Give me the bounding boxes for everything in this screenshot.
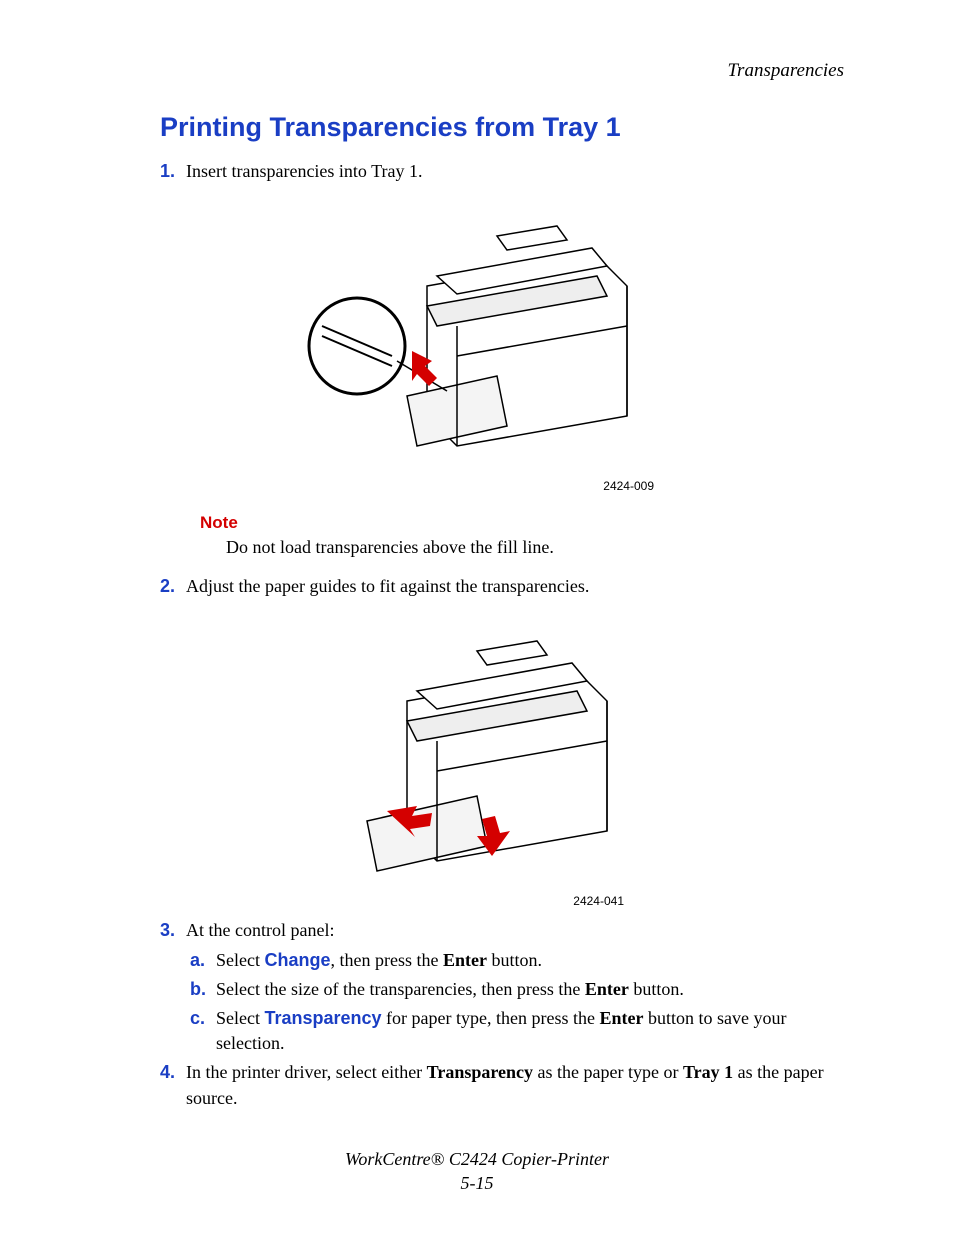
- footer-page-number: 5-15: [0, 1172, 954, 1195]
- printer-illustration-1: [297, 196, 657, 466]
- substep-text: Select Transparency for paper type, then…: [216, 1006, 854, 1056]
- step-3: 3. At the control panel:: [160, 918, 854, 943]
- ui-term: Transparency: [264, 1008, 381, 1028]
- option-name: Transparency: [427, 1062, 533, 1082]
- substep-num: c.: [190, 1006, 216, 1056]
- section-title: Printing Transparencies from Tray 1: [160, 112, 854, 143]
- step-2: 2. Adjust the paper guides to fit agains…: [160, 574, 854, 599]
- step-num: 3.: [160, 918, 186, 943]
- step-text: At the control panel:: [186, 918, 854, 943]
- button-name: Enter: [599, 1008, 643, 1028]
- figure-2-caption: 2424-041: [100, 894, 624, 908]
- step-num: 4.: [160, 1060, 186, 1110]
- step-text: Adjust the paper guides to fit against t…: [186, 574, 854, 599]
- step-num: 2.: [160, 574, 186, 599]
- option-name: Tray 1: [683, 1062, 733, 1082]
- document-page: Transparencies Printing Transparencies f…: [0, 0, 954, 1235]
- note-label: Note: [200, 513, 854, 533]
- step-text: Insert transparencies into Tray 1.: [186, 159, 854, 184]
- step-1: 1. Insert transparencies into Tray 1.: [160, 159, 854, 184]
- ui-term: Change: [264, 950, 330, 970]
- page-header-section: Transparencies: [100, 60, 854, 82]
- substep-num: b.: [190, 977, 216, 1002]
- note-text: Do not load transparencies above the fil…: [226, 537, 854, 558]
- page-footer: WorkCentre® C2424 Copier-Printer 5-15: [0, 1148, 954, 1195]
- footer-product: WorkCentre® C2424 Copier-Printer: [0, 1148, 954, 1171]
- substep-c: c. Select Transparency for paper type, t…: [190, 1006, 854, 1056]
- figure-2: [100, 611, 854, 886]
- figure-1: [100, 196, 854, 471]
- step-text: In the printer driver, select either Tra…: [186, 1060, 854, 1110]
- substep-text: Select the size of the transparencies, t…: [216, 977, 854, 1002]
- substep-b: b. Select the size of the transparencies…: [190, 977, 854, 1002]
- button-name: Enter: [443, 950, 487, 970]
- figure-1-caption: 2424-009: [100, 479, 654, 493]
- step-num: 1.: [160, 159, 186, 184]
- substep-text: Select Change, then press the Enter butt…: [216, 948, 854, 973]
- button-name: Enter: [585, 979, 629, 999]
- substep-num: a.: [190, 948, 216, 973]
- note-block: Note Do not load transparencies above th…: [200, 513, 854, 558]
- printer-illustration-2: [317, 611, 637, 881]
- substep-a: a. Select Change, then press the Enter b…: [190, 948, 854, 973]
- step-4: 4. In the printer driver, select either …: [160, 1060, 854, 1110]
